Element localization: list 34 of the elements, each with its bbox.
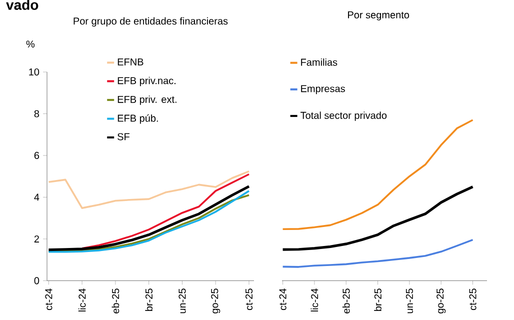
x-tick-label: lic-24 [310,288,318,312]
y-tick-label: 10 [29,68,40,76]
chart-subtitle: Por grupo de entidades financieras [74,17,228,27]
x-tick-label: eb-25 [112,288,120,314]
x-tick-label: go-25 [211,288,220,314]
x-tick-label: lic-24 [78,288,86,312]
y-tick-label: 6 [34,152,40,160]
x-tick-label: ct-24 [279,288,286,310]
y-tick-label: 2 [34,235,39,242]
x-tick-label: un-25 [178,288,186,314]
legend-label: Familias [301,58,338,66]
legend-label: Empresas [301,85,345,94]
x-tick-label: br-25 [374,288,382,311]
legend-label: EFB priv. ext. [118,96,176,105]
legend-label: EFB púb. [118,114,158,124]
x-tick-label: ct-25 [469,288,476,310]
y-tick-label: 8 [34,110,40,118]
legend-label: SF [118,133,130,140]
x-tick-label: eb-25 [342,288,350,314]
line-series [48,170,250,209]
x-tick-label: br-25 [145,288,153,311]
x-tick-label: un-25 [406,288,413,314]
line-series [81,173,250,250]
y-tick-label: 0 [34,277,40,284]
x-tick-label: ct-24 [45,288,52,310]
legend-label: EFB priv.nac. [118,76,176,86]
y-axis-title: % [26,40,35,48]
x-tick-label: go-25 [436,288,446,314]
legend-label: Total sector privado [300,112,387,121]
x-tick-label: ct-25 [245,288,253,310]
y-tick-label: 4 [34,194,40,201]
chart-title: vado [6,0,38,10]
chart-title: Por segmento [348,11,410,20]
legend-label: EFNB [118,58,144,66]
